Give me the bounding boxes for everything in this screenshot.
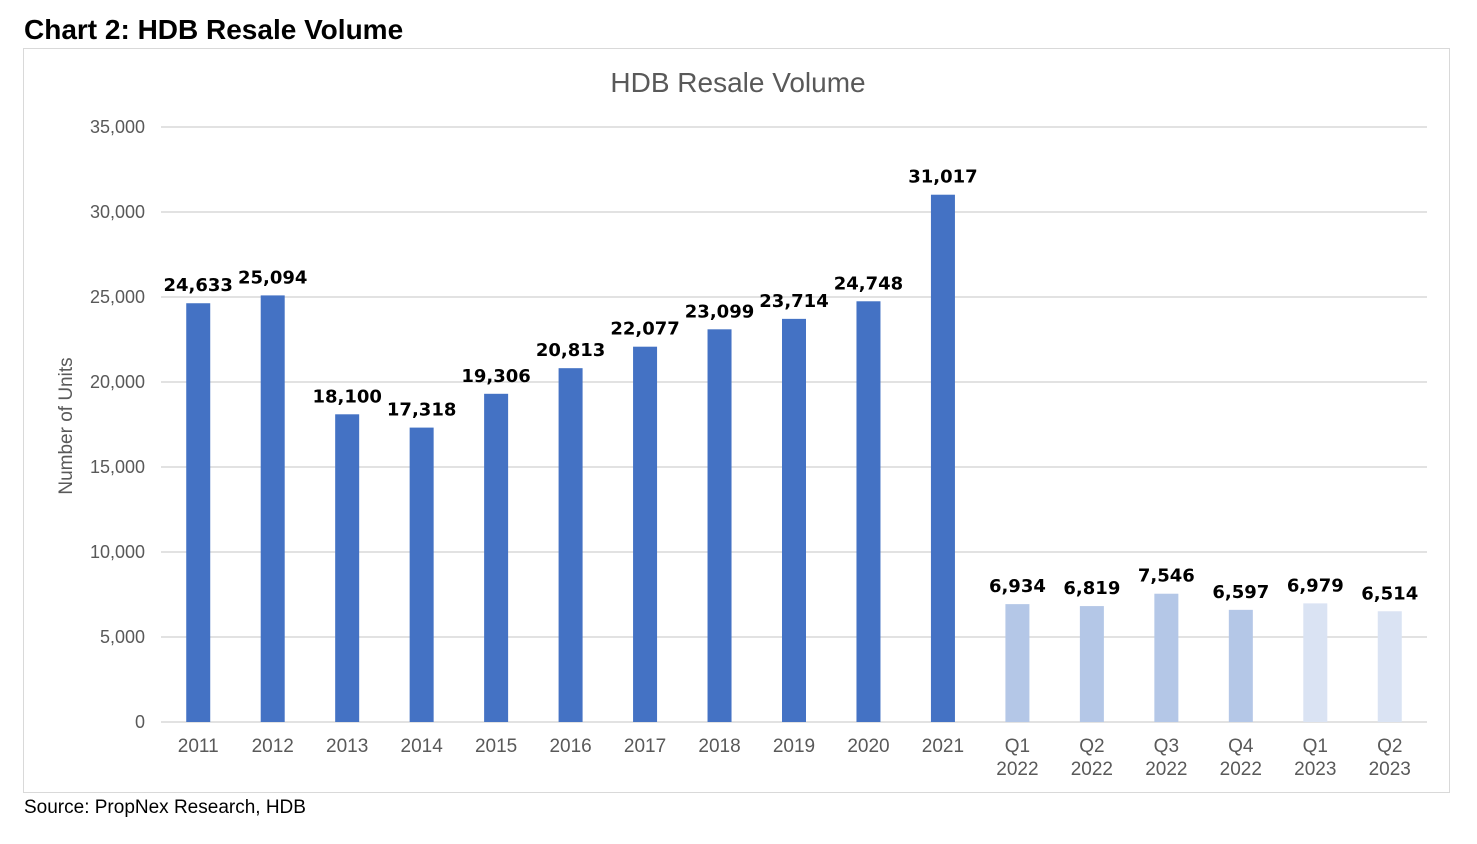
x-tick-label: 2018 <box>698 736 740 757</box>
bar <box>1154 593 1179 722</box>
bar <box>930 194 955 722</box>
y-tick-label: 0 <box>135 712 145 732</box>
y-axis-ticks: 0 5,000 10,000 15,000 20,000 25,000 30,000 35,0… <box>90 117 145 732</box>
x-tick-label: 2012 <box>252 736 294 757</box>
data-label: 17,318 <box>387 400 456 421</box>
bars <box>186 194 1402 722</box>
bar <box>1079 606 1104 722</box>
y-tick-label: 30,000 <box>90 202 145 222</box>
x-tick-label: 2020 <box>847 736 889 757</box>
bar <box>558 368 583 722</box>
x-tick-label: 2015 <box>475 736 517 757</box>
y-tick-label: 25,000 <box>90 287 145 307</box>
source-note: Source: PropNex Research, HDB <box>24 797 306 818</box>
bar <box>782 318 806 722</box>
bar <box>1005 604 1030 722</box>
x-tick-label: Q1 2022 <box>996 736 1038 780</box>
bar <box>186 303 211 722</box>
x-tick-label: 2014 <box>401 736 444 757</box>
bar <box>707 329 732 722</box>
data-label: 20,813 <box>536 340 605 361</box>
data-label: 18,100 <box>312 386 381 407</box>
data-label: 24,748 <box>834 273 903 294</box>
data-label: 7,546 <box>1138 566 1195 587</box>
data-label: 6,819 <box>1063 578 1120 599</box>
x-tick-label: 2019 <box>773 736 815 757</box>
bar <box>633 346 658 722</box>
data-label: 31,017 <box>908 167 977 188</box>
x-tick-label: Q1 2023 <box>1294 736 1336 780</box>
data-label: 24,633 <box>164 275 233 296</box>
y-tick-label: 20,000 <box>90 372 145 392</box>
data-label: 22,077 <box>610 319 679 340</box>
bar <box>335 414 360 722</box>
x-tick-label: Q3 2022 <box>1145 736 1187 780</box>
bar <box>856 301 881 722</box>
y-tick-label: 35,000 <box>90 117 145 137</box>
y-tick-label: 15,000 <box>90 457 145 477</box>
x-axis-ticks: 2011 2012 2013 2014 2015 2016 2017 2018 2019 2020… <box>178 736 1411 780</box>
data-label: 19,306 <box>461 366 530 387</box>
bar <box>1303 603 1328 722</box>
data-label: 23,099 <box>685 301 754 322</box>
x-tick-label: 2011 <box>178 736 219 757</box>
bar <box>1228 609 1253 722</box>
data-label: 6,597 <box>1212 582 1269 603</box>
data-label: 6,514 <box>1361 583 1418 604</box>
x-tick-label: 2013 <box>326 736 368 757</box>
bar <box>484 393 509 722</box>
x-tick-label: Q2 2022 <box>1071 736 1113 780</box>
page-heading: Chart 2: HDB Resale Volume <box>24 14 404 45</box>
chart-title: HDB Resale Volume <box>610 67 865 98</box>
x-tick-label: 2016 <box>549 736 591 757</box>
bar <box>409 427 434 722</box>
x-tick-label: 2017 <box>624 736 666 757</box>
x-tick-label: 2021 <box>922 736 964 757</box>
x-tick-label: Q2 2023 <box>1369 736 1411 780</box>
data-label: 6,934 <box>989 576 1046 597</box>
bar <box>260 295 285 722</box>
y-axis-label: Number of Units <box>56 357 77 494</box>
data-label: 23,714 <box>759 291 828 312</box>
bar <box>1377 611 1402 722</box>
data-label: 25,094 <box>238 267 307 288</box>
data-label: 6,979 <box>1287 575 1344 596</box>
y-tick-label: 10,000 <box>90 542 145 562</box>
y-tick-label: 5,000 <box>100 627 145 647</box>
x-tick-label: Q4 2022 <box>1220 736 1262 780</box>
